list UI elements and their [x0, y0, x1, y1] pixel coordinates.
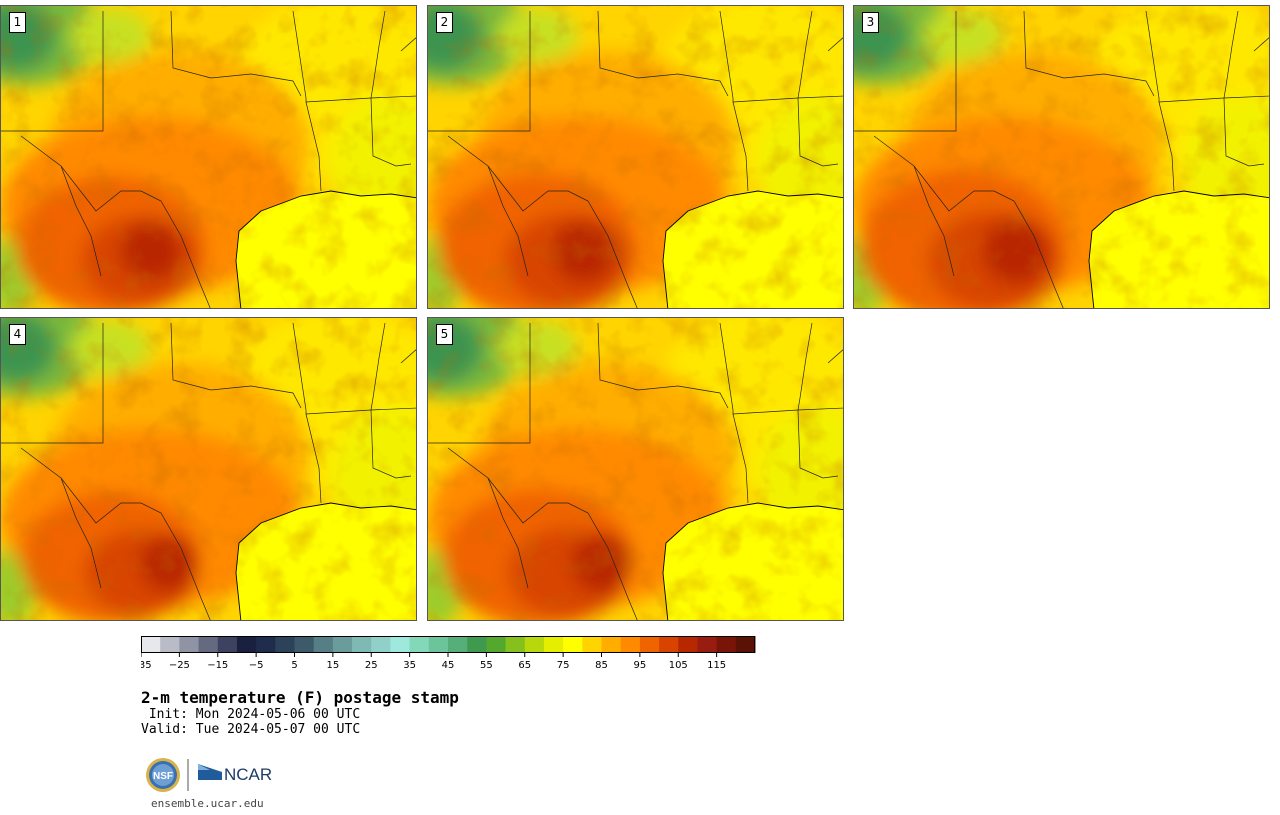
colorbar-tick-label: −25 [169, 660, 190, 671]
colorbar-swatch [486, 636, 507, 653]
postage-stamp-map-1: 1 [0, 5, 417, 309]
colorbar-tick-label: 55 [480, 660, 493, 671]
postage-stamp-map-3: 3 [853, 5, 1270, 309]
figure-title: 2-m temperature (F) postage stamp [141, 688, 459, 707]
colorbar-swatch [505, 636, 526, 653]
colorbar-swatch [217, 636, 238, 653]
temperature-field [1, 6, 416, 308]
valid-time: Valid: Tue 2024-05-07 00 UTC [141, 722, 361, 737]
member-number-label: 2 [436, 12, 453, 33]
colorbar-swatch [448, 636, 468, 653]
sponsor-logos: NSF NCAR [144, 756, 274, 794]
colorbar-swatch [409, 636, 430, 653]
colorbar-tick-label: 15 [327, 660, 340, 671]
colorbar-swatch [467, 636, 487, 653]
colorbar-swatch [524, 636, 545, 653]
temperature-colorbar: −35 −25 −15 −5 5 15 25 35 45 55 65 75 85 95 105 115 [141, 636, 756, 671]
colorbar-swatch [716, 636, 737, 653]
nsf-logo: NSF [146, 758, 180, 792]
temperature-field [428, 318, 843, 620]
colorbar-swatch [543, 636, 564, 653]
temperature-field [1, 318, 416, 620]
colorbar-swatch [659, 636, 679, 653]
colorbar-swatch [198, 636, 219, 653]
colorbar-swatch [620, 636, 641, 653]
colorbar-swatch [294, 636, 315, 653]
colorbar-tick-label: 35 [403, 660, 416, 671]
colorbar-swatch [160, 636, 180, 653]
colorbar-swatch [428, 636, 449, 653]
colorbar-tick-label: 115 [707, 660, 726, 671]
colorbar-tick-label: 5 [291, 660, 297, 671]
temperature-field [854, 6, 1269, 308]
colorbar-swatch [563, 636, 583, 653]
colorbar-swatch [639, 636, 660, 653]
member-number-label: 1 [9, 12, 26, 33]
colorbar-frame [141, 636, 755, 653]
ncar-logo: NCAR [198, 764, 272, 784]
colorbar-tick-label: −15 [207, 660, 228, 671]
colorbar-tick-label: −5 [249, 660, 264, 671]
colorbar-swatch [352, 636, 372, 653]
colorbar-tick-label: 25 [365, 660, 378, 671]
colorbar-tick-label: 105 [669, 660, 688, 671]
colorbar-tick-label: −35 [141, 660, 152, 671]
colorbar-swatch [371, 636, 391, 653]
member-number-label: 3 [862, 12, 879, 33]
postage-stamp-map-4: 4 [0, 317, 417, 621]
colorbar-tick-label: 75 [557, 660, 570, 671]
colorbar-swatch [678, 636, 698, 653]
ncar-logo-text: NCAR [224, 765, 272, 784]
colorbar-tick-label: 65 [518, 660, 531, 671]
colorbar-swatch [256, 636, 276, 653]
colorbar-swatch [601, 636, 622, 653]
colorbar-swatch [697, 636, 718, 653]
colorbar-tick-label: 95 [634, 660, 647, 671]
colorbar-swatch [735, 636, 756, 653]
footer-url: ensemble.ucar.edu [151, 797, 264, 810]
colorbar-swatch [313, 636, 334, 653]
colorbar-swatch [582, 636, 602, 653]
member-number-label: 4 [9, 324, 26, 345]
colorbar-swatch [275, 636, 295, 653]
colorbar-swatch [390, 636, 411, 653]
temperature-field [428, 6, 843, 308]
member-number-label: 5 [436, 324, 453, 345]
colorbar-tick-label: 45 [442, 660, 455, 671]
colorbar-swatch [236, 636, 257, 653]
nsf-logo-text: NSF [153, 771, 173, 782]
postage-stamp-map-5: 5 [427, 317, 844, 621]
colorbar-swatch [179, 636, 200, 653]
colorbar-swatch [332, 636, 353, 653]
colorbar-swatch [141, 636, 161, 653]
postage-stamp-map-2: 2 [427, 5, 844, 309]
init-time: Init: Mon 2024-05-06 00 UTC [141, 707, 361, 722]
colorbar-tick-label: 85 [595, 660, 608, 671]
